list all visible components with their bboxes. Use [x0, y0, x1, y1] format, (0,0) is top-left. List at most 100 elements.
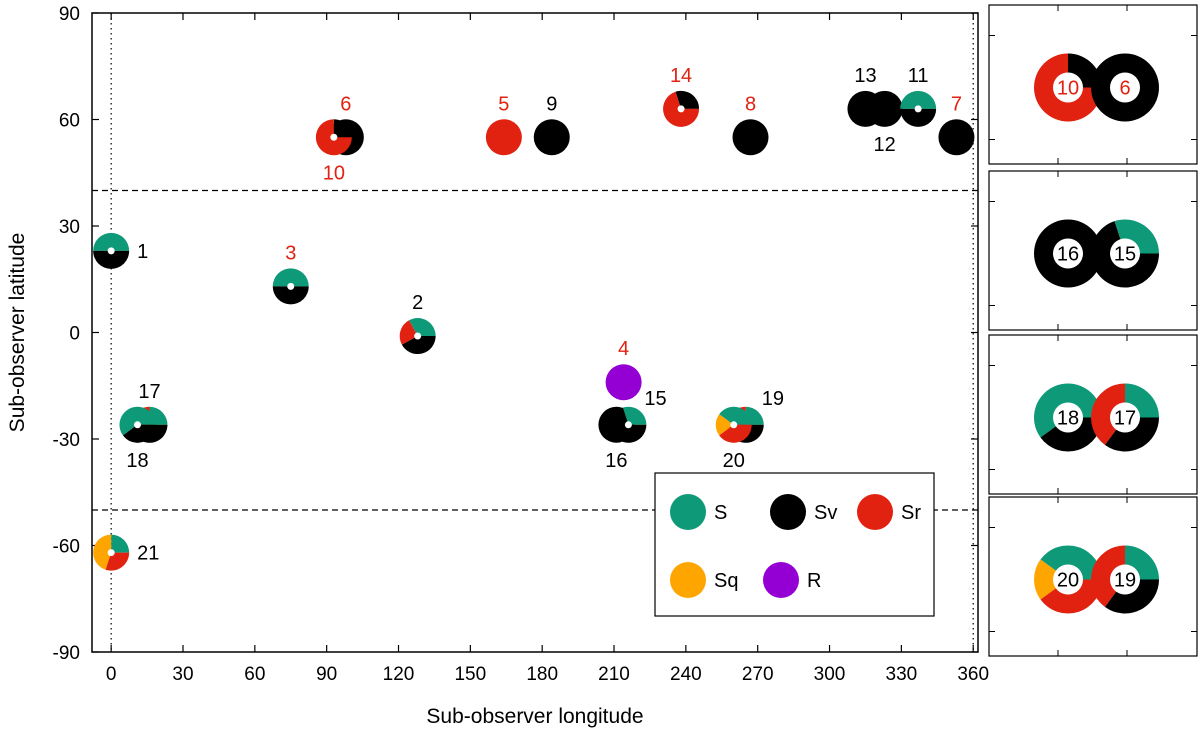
x-tick-label-0: 0: [106, 664, 117, 685]
y-tick-label--90: -90: [53, 643, 80, 664]
point-3-sv-segment: [272, 286, 309, 305]
y-tick-label-0: 0: [69, 324, 80, 345]
inset-1-right-label: 6: [1119, 78, 1130, 100]
point-20-s-segment: [719, 406, 752, 425]
inset-3-right-label: 17: [1114, 408, 1136, 430]
point-20-sr-segment: [719, 424, 752, 443]
point-label-2: 2: [412, 292, 423, 314]
inset-4-right-hole: [1110, 564, 1140, 595]
point-label-3: 3: [285, 242, 296, 264]
inset-4-left-label: 20: [1057, 570, 1079, 592]
point-label-1: 1: [137, 241, 148, 263]
point-label-15: 15: [644, 388, 666, 410]
legend-marker-sr: [857, 494, 893, 530]
inset-2-left-hole: [1053, 238, 1083, 269]
inset-2-left-label: 16: [1057, 244, 1079, 266]
point-20-sq-segment: [715, 414, 734, 436]
inset-3: 18 17: [988, 334, 1198, 495]
inset-4-right-pie-sv-segment: [1105, 579, 1159, 614]
point-3: [272, 268, 309, 305]
point-3-center-dot: [287, 282, 295, 290]
inset-4-left-pie: [1034, 545, 1102, 614]
x-tick-label-120: 120: [383, 664, 415, 685]
y-tick-label--60: -60: [53, 537, 80, 558]
legend: S Sv Sr Sq R: [654, 472, 935, 617]
point-18-center-dot: [133, 421, 141, 429]
point-10-center-dot: [330, 133, 338, 141]
y-tick-label-90: 90: [59, 4, 80, 25]
point-2-center-dot: [414, 332, 422, 340]
point-15: [610, 406, 647, 443]
x-tick-label-210: 210: [598, 664, 630, 685]
point-11-sv-segment: [900, 108, 937, 127]
x-tick-label-240: 240: [670, 664, 702, 685]
inset-1-right-hole: [1110, 72, 1140, 103]
x-tick-label-360: 360: [957, 664, 989, 685]
point-21: [93, 534, 130, 571]
inset-1-frame: [988, 4, 1198, 165]
point-7: [938, 119, 975, 156]
point-7-sv-segment: [938, 119, 975, 156]
point-21-center-dot: [107, 549, 115, 557]
inset-4-left-pie-s-segment: [1040, 545, 1102, 580]
legend-label-sq: Sq: [714, 570, 738, 592]
point-label-16: 16: [605, 450, 627, 472]
point-11-s-segment: [900, 90, 937, 109]
point-label-14: 14: [670, 65, 692, 87]
point-9: [533, 119, 570, 156]
point-label-21: 21: [137, 543, 159, 565]
point-label-11: 11: [908, 65, 929, 87]
x-axis-label: Sub-observer longitude: [426, 705, 643, 728]
inset-2-right-label: 15: [1114, 244, 1136, 266]
legend-label-r: R: [807, 570, 821, 592]
y-axis-label: Sub-observer latitude: [6, 233, 29, 433]
inset-4-left-pie-sr-segment: [1040, 579, 1102, 614]
point-2: [399, 318, 436, 355]
x-tick-label-150: 150: [454, 664, 486, 685]
point-label-12: 12: [873, 134, 895, 156]
point-1: [93, 232, 130, 269]
x-tick-label-60: 60: [244, 664, 265, 685]
x-tick-label-180: 180: [526, 664, 558, 685]
point-18-sv-segment: [122, 424, 156, 443]
point-1-center-dot: [107, 247, 115, 255]
point-label-17: 17: [138, 381, 160, 403]
inset-2: 16 15: [988, 170, 1198, 331]
inset-1-left-label: 10: [1057, 78, 1079, 100]
inset-3-right-pie-sr-segment: [1091, 383, 1125, 446]
y-tick-label-60: 60: [59, 111, 80, 132]
point-18: [119, 406, 156, 443]
inset-4-right-pie-sr-segment: [1091, 545, 1125, 608]
legend-marker-s: [670, 494, 706, 530]
x-tick-label-330: 330: [886, 664, 918, 685]
inset-1-left-hole: [1053, 72, 1083, 103]
x-tick-label-90: 90: [316, 664, 337, 685]
point-12-sv-segment: [866, 90, 903, 127]
point-8-sv-segment: [732, 119, 769, 156]
point-21-sq-segment: [93, 534, 112, 570]
point-11: [900, 90, 937, 127]
point-14-sv-segment: [675, 90, 700, 109]
point-14-center-dot: [677, 105, 685, 113]
point-label-5: 5: [498, 93, 509, 115]
inset-3-left-pie-sv-segment: [1040, 417, 1102, 452]
inset-4-left-hole: [1053, 564, 1083, 595]
y-tick-label--30: -30: [53, 430, 80, 451]
point-9-sv-segment: [533, 119, 570, 156]
point-4: [605, 364, 642, 401]
point-2-s-segment: [408, 318, 436, 337]
legend-marker-r: [763, 562, 799, 598]
point-15-s-segment: [622, 406, 647, 425]
point-label-19: 19: [762, 388, 784, 410]
point-14: [663, 90, 700, 127]
point-5-sr-segment: [485, 119, 522, 156]
point-label-4: 4: [618, 338, 629, 360]
point-1-s-segment: [93, 232, 130, 251]
plot-frame: [91, 12, 979, 653]
legend-marker-sv: [770, 494, 806, 530]
point-label-18: 18: [126, 450, 148, 472]
inset-3-right-pie-sv-segment: [1105, 417, 1159, 452]
point-18-s-segment: [119, 406, 156, 436]
point-4-r-segment: [605, 364, 642, 401]
